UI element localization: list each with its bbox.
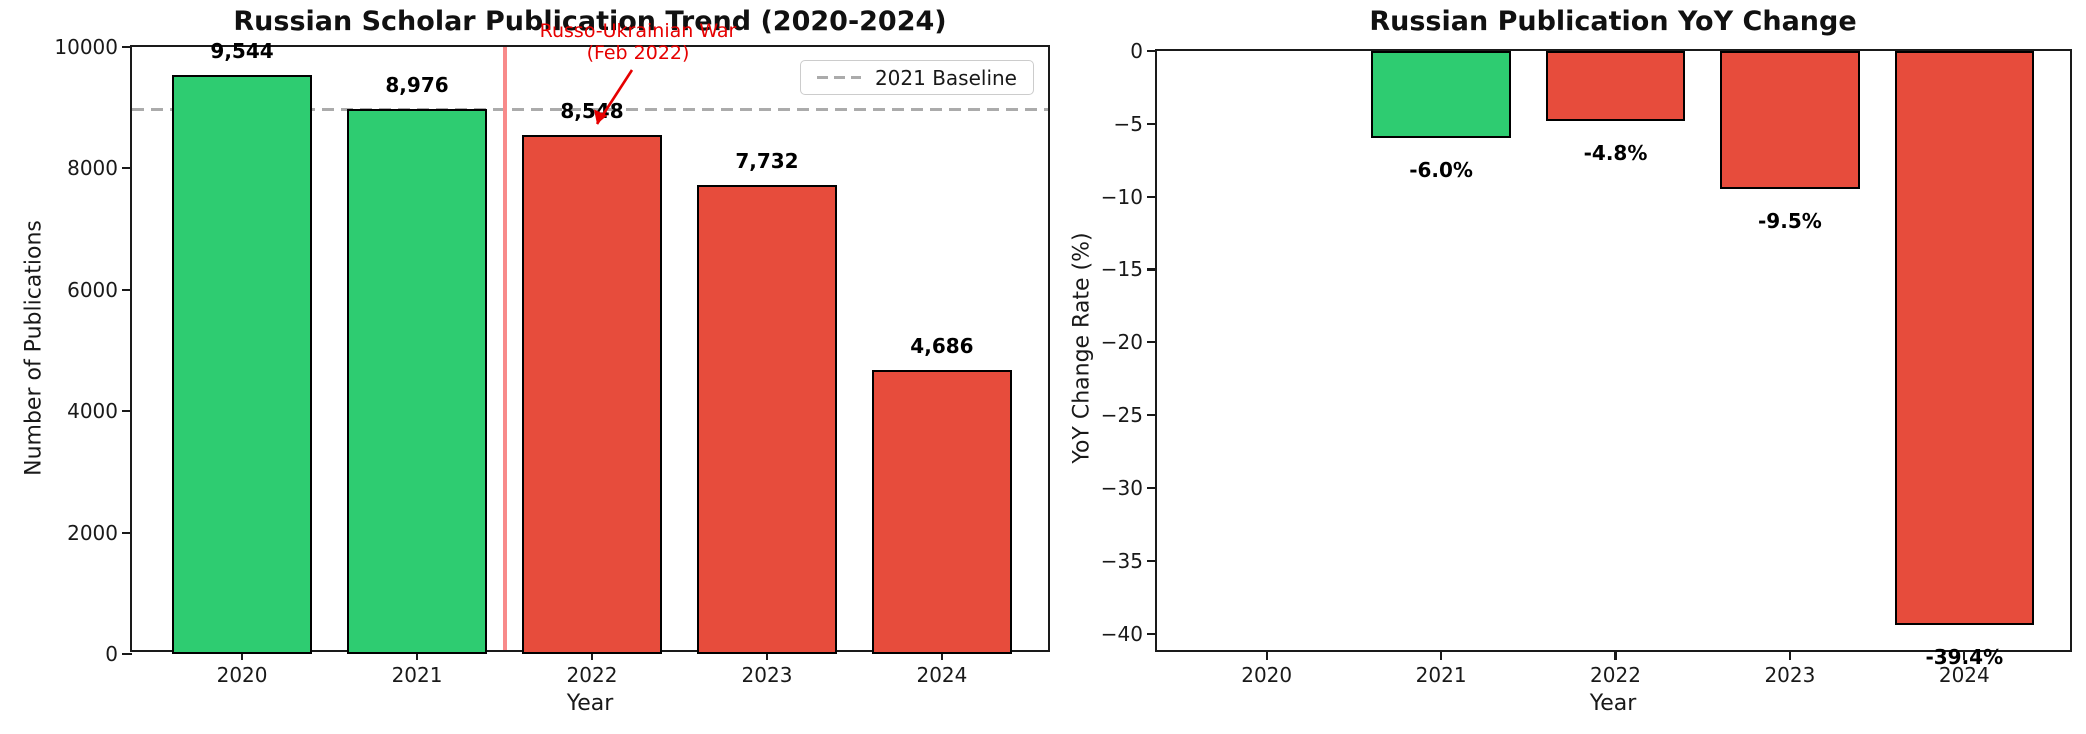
x-tick-label: 2021: [1415, 663, 1467, 687]
y-tick: [1147, 632, 1157, 635]
y-tick-label: 2000: [67, 520, 118, 545]
x-axis-label: Year: [1589, 691, 1637, 716]
y-tick-label: 10000: [54, 35, 118, 59]
bar-2024: [1894, 51, 2035, 625]
bar-2023: [1720, 51, 1860, 190]
x-tick-label: 2024: [916, 663, 968, 687]
plot-area: 0 −5 −10 −15 −20 −25 −30 −35 −40 2020 2021 2022 2023…: [1101, 39, 2072, 687]
x-tick: [1439, 650, 1443, 660]
chart-title: Russian Scholar Publication Trend (2020-…: [233, 6, 947, 37]
legend-dash-sample: [816, 76, 861, 79]
x-tick: [240, 650, 244, 660]
annotation-line2: (Feb 2022): [586, 42, 690, 64]
y-tick-label: 8000: [67, 156, 118, 181]
y-tick-label: −5: [1113, 111, 1143, 136]
bar-value-label: 9,544: [210, 38, 274, 63]
y-tick: [122, 652, 132, 656]
x-tick-label: 2021: [391, 663, 443, 687]
x-axis-label: Year: [566, 691, 614, 716]
annotation-war: Russo-Ukrainian War (Feb 2022): [540, 20, 737, 64]
y-tick-label: 0: [1130, 39, 1143, 63]
y-tick-label: −25: [1100, 403, 1143, 428]
x-tick-label: 2022: [566, 663, 618, 687]
y-tick-label: −40: [1100, 621, 1143, 646]
y-axis-label: YoY Change Rate (%): [1069, 232, 1095, 464]
x-tick-label: 2022: [1590, 663, 1641, 687]
bar-value-label: -6.0%: [1409, 158, 1473, 183]
y-tick-label: −20: [1100, 330, 1143, 355]
y-tick-label: 6000: [67, 277, 118, 302]
x-tick: [1265, 650, 1268, 660]
bar-2022: [1545, 51, 1686, 121]
bar-value-label: -9.5%: [1758, 209, 1822, 234]
x-tick: [590, 650, 594, 660]
y-tick: [1147, 49, 1157, 53]
y-tick-label: −15: [1100, 257, 1143, 282]
x-tick-label: 2023: [741, 663, 793, 687]
bar-2021: [347, 109, 487, 654]
x-tick-label: 2024: [1938, 663, 1990, 687]
y-tick: [1147, 559, 1157, 562]
bar-2023: [696, 184, 837, 654]
y-tick-label: −30: [1100, 475, 1143, 500]
bar-value-label: 4,686: [910, 333, 974, 358]
baseline-line: [132, 107, 1048, 111]
bar-value-label: 8,548: [560, 99, 624, 124]
y-tick: [122, 410, 132, 413]
x-tick: [415, 650, 419, 660]
y-tick: [1147, 486, 1157, 490]
y-tick: [122, 531, 132, 534]
x-tick: [1614, 650, 1617, 660]
x-tick-label: 2020: [1241, 663, 1293, 687]
y-tick: [1147, 414, 1157, 417]
bar-2022: [522, 135, 662, 654]
plot-area: 2021 Baseline 0 2000 4000 6000 8000 10000 2020…: [54, 35, 1050, 687]
x-tick: [1963, 650, 1966, 660]
legend-label: 2021 Baseline: [874, 65, 1017, 90]
y-tick: [1147, 268, 1157, 271]
x-tick: [940, 650, 944, 660]
y-tick: [1147, 122, 1157, 125]
chart-title: Russian Publication YoY Change: [1369, 6, 1857, 37]
bar-value-label: -4.8%: [1583, 140, 1648, 165]
y-tick: [122, 167, 132, 170]
war-event-line: [502, 47, 507, 650]
y-tick: [1147, 341, 1157, 344]
x-tick-label: 2020: [216, 663, 268, 687]
x-tick: [765, 650, 769, 660]
y-tick: [122, 45, 132, 49]
y-tick-label: 0: [105, 642, 118, 666]
bar-value-label: -39.4%: [1925, 644, 2004, 669]
y-tick-label: −35: [1100, 548, 1143, 573]
y-tick-label: 4000: [67, 399, 118, 424]
y-axis-label: Number of Publications: [21, 220, 47, 476]
y-tick: [1147, 195, 1157, 198]
bar-2024: [871, 369, 1012, 654]
x-tick-label: 2023: [1764, 663, 1816, 687]
bar-value-label: 8,976: [385, 73, 449, 98]
legend: 2021 Baseline: [799, 60, 1034, 95]
x-tick: [1788, 650, 1791, 660]
bar-2021: [1371, 51, 1511, 139]
y-tick: [122, 288, 132, 291]
bar-value-label: 7,732: [735, 148, 799, 173]
y-tick-label: −10: [1100, 184, 1143, 209]
annotation-line1: Russo-Ukrainian War: [539, 20, 737, 42]
bar-2020: [172, 74, 313, 654]
